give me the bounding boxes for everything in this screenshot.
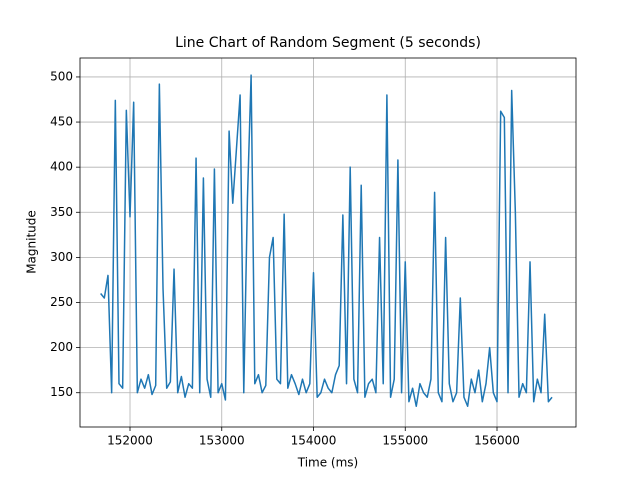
y-tick-label: 300: [50, 250, 73, 264]
x-tick-label: 153000: [199, 434, 245, 448]
y-tick-label: 250: [50, 295, 73, 309]
y-tick-label: 350: [50, 205, 73, 219]
x-axis-label: Time (ms): [297, 456, 359, 470]
y-tick-label: 150: [50, 385, 73, 399]
y-tick-label: 500: [50, 69, 73, 83]
x-tick-label: 154000: [291, 434, 337, 448]
x-tick-label: 155000: [382, 434, 428, 448]
x-tick-label: 156000: [474, 434, 520, 448]
data-line: [100, 74, 553, 407]
y-tick-label: 200: [50, 340, 73, 354]
chart-title: Line Chart of Random Segment (5 seconds): [175, 35, 481, 51]
y-axis-label: Magnitude: [25, 210, 39, 274]
plot-frame: [79, 57, 577, 428]
y-tick-label: 450: [50, 115, 73, 129]
x-tick-label: 152000: [107, 434, 153, 448]
y-tick-label: 400: [50, 160, 73, 174]
